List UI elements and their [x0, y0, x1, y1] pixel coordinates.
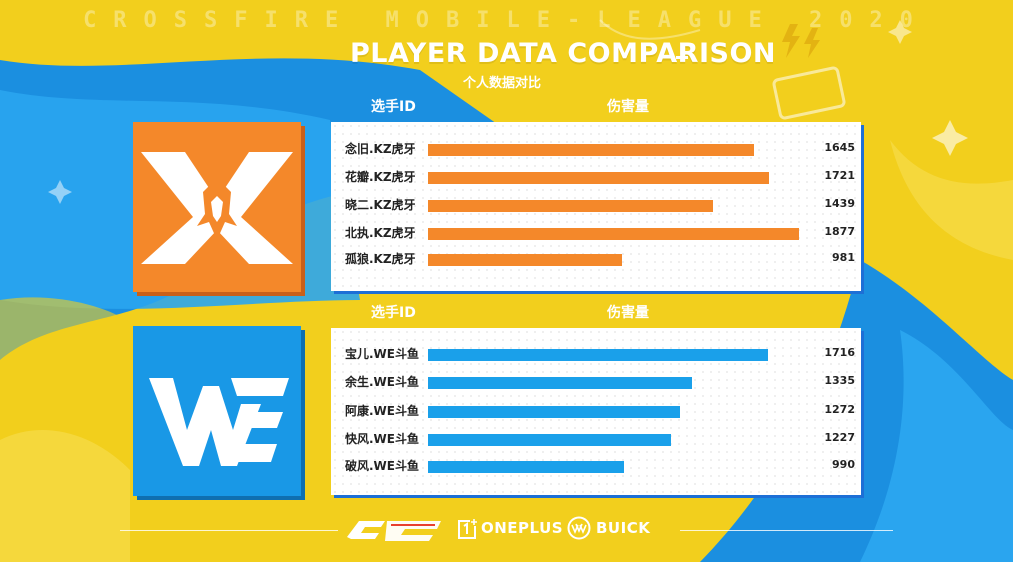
kz-row-5: 孤狼.KZ虎牙 981	[331, 249, 861, 269]
data-label: 1227	[824, 431, 855, 444]
data-label: 1721	[824, 169, 855, 182]
bar	[428, 461, 624, 473]
player-name: 阿康.WE斗鱼	[345, 404, 419, 418]
bar	[428, 200, 713, 212]
bar	[428, 377, 692, 389]
data-label: 1335	[824, 374, 855, 387]
bar	[428, 349, 768, 361]
sponsor-oneplus: ONEPLUS	[481, 519, 564, 537]
bar	[428, 144, 754, 156]
column-header-player-id: 选手ID	[371, 305, 416, 321]
sponsor-buick: BUICK	[596, 519, 651, 537]
we-row-4: 快风.WE斗鱼 1227	[331, 429, 861, 449]
kz-row-4: 北执.KZ虎牙 1877	[331, 223, 861, 243]
kz-row-3: 晓二.KZ虎牙 1439	[331, 195, 861, 215]
data-label: 1272	[824, 403, 855, 416]
we-logo-icon	[149, 378, 289, 466]
team-logo-kz	[133, 122, 301, 292]
data-label: 1877	[824, 225, 855, 238]
player-name: 北执.KZ虎牙	[345, 226, 416, 240]
bar	[428, 172, 769, 184]
data-label: 1439	[824, 197, 855, 210]
data-label: 1716	[824, 346, 855, 359]
we-row-2: 余生.WE斗鱼 1335	[331, 372, 861, 392]
page-title: PLAYER DATA COMPARISON	[350, 38, 776, 69]
player-name: 花瓣.KZ虎牙	[345, 170, 416, 184]
player-name: 余生.WE斗鱼	[345, 375, 419, 389]
data-label: 1645	[824, 141, 855, 154]
column-header-damage: 伤害量	[607, 99, 649, 115]
footer-divider-right	[680, 530, 893, 531]
bar	[428, 406, 680, 418]
oneplus-logo-icon	[458, 518, 478, 539]
we-damage-panel: 宝儿.WE斗鱼 1716 余生.WE斗鱼 1335 阿康.WE斗鱼 1272 快…	[331, 328, 861, 495]
title-dash	[676, 56, 688, 59]
kz-row-2: 花瓣.KZ虎牙 1721	[331, 167, 861, 187]
player-name: 破风.WE斗鱼	[345, 459, 419, 473]
we-row-3: 阿康.WE斗鱼 1272	[331, 401, 861, 421]
page-subtitle: 个人数据对比	[463, 76, 542, 91]
player-name: 念旧.KZ虎牙	[345, 142, 416, 156]
kz-row-1: 念旧.KZ虎牙 1645	[331, 139, 861, 159]
player-name: 晓二.KZ虎牙	[345, 198, 416, 212]
buick-logo-icon	[567, 516, 591, 540]
data-label: 990	[832, 458, 855, 471]
column-header-damage: 伤害量	[607, 305, 649, 321]
league-banner: CROSSFIRE MOBILE-LEAGUE 2020	[83, 8, 930, 33]
player-name: 宝儿.WE斗鱼	[345, 347, 419, 361]
player-name: 孤狼.KZ虎牙	[345, 252, 416, 266]
bar	[428, 228, 799, 240]
bar	[428, 434, 671, 446]
column-header-player-id: 选手ID	[371, 99, 416, 115]
we-row-5: 破风.WE斗鱼 990	[331, 456, 861, 476]
player-name: 快风.WE斗鱼	[345, 432, 419, 446]
data-label: 981	[832, 251, 855, 264]
footer-divider-left	[120, 530, 338, 531]
kz-damage-panel: 念旧.KZ虎牙 1645 花瓣.KZ虎牙 1721 晓二.KZ虎牙 1439 北…	[331, 122, 861, 291]
crossfire-logo-icon	[347, 521, 441, 541]
we-row-1: 宝儿.WE斗鱼 1716	[331, 344, 861, 364]
team-logo-we	[133, 326, 301, 496]
lightning-icon	[782, 24, 820, 58]
bar	[428, 254, 622, 266]
kz-dragon-logo-icon	[141, 152, 293, 264]
